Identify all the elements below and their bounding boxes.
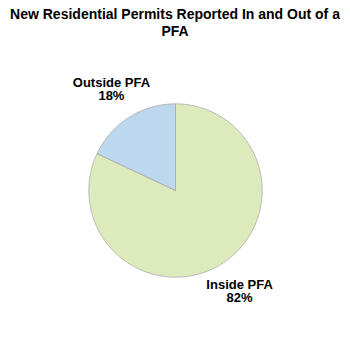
svg-text:Inside PFA82%: Inside PFA82% — [206, 277, 273, 305]
svg-text:Outside PFA18%: Outside PFA18% — [73, 75, 151, 103]
html-text:New Residential Permits Report: New Residential Permits Reported In and … — [10, 6, 340, 39]
